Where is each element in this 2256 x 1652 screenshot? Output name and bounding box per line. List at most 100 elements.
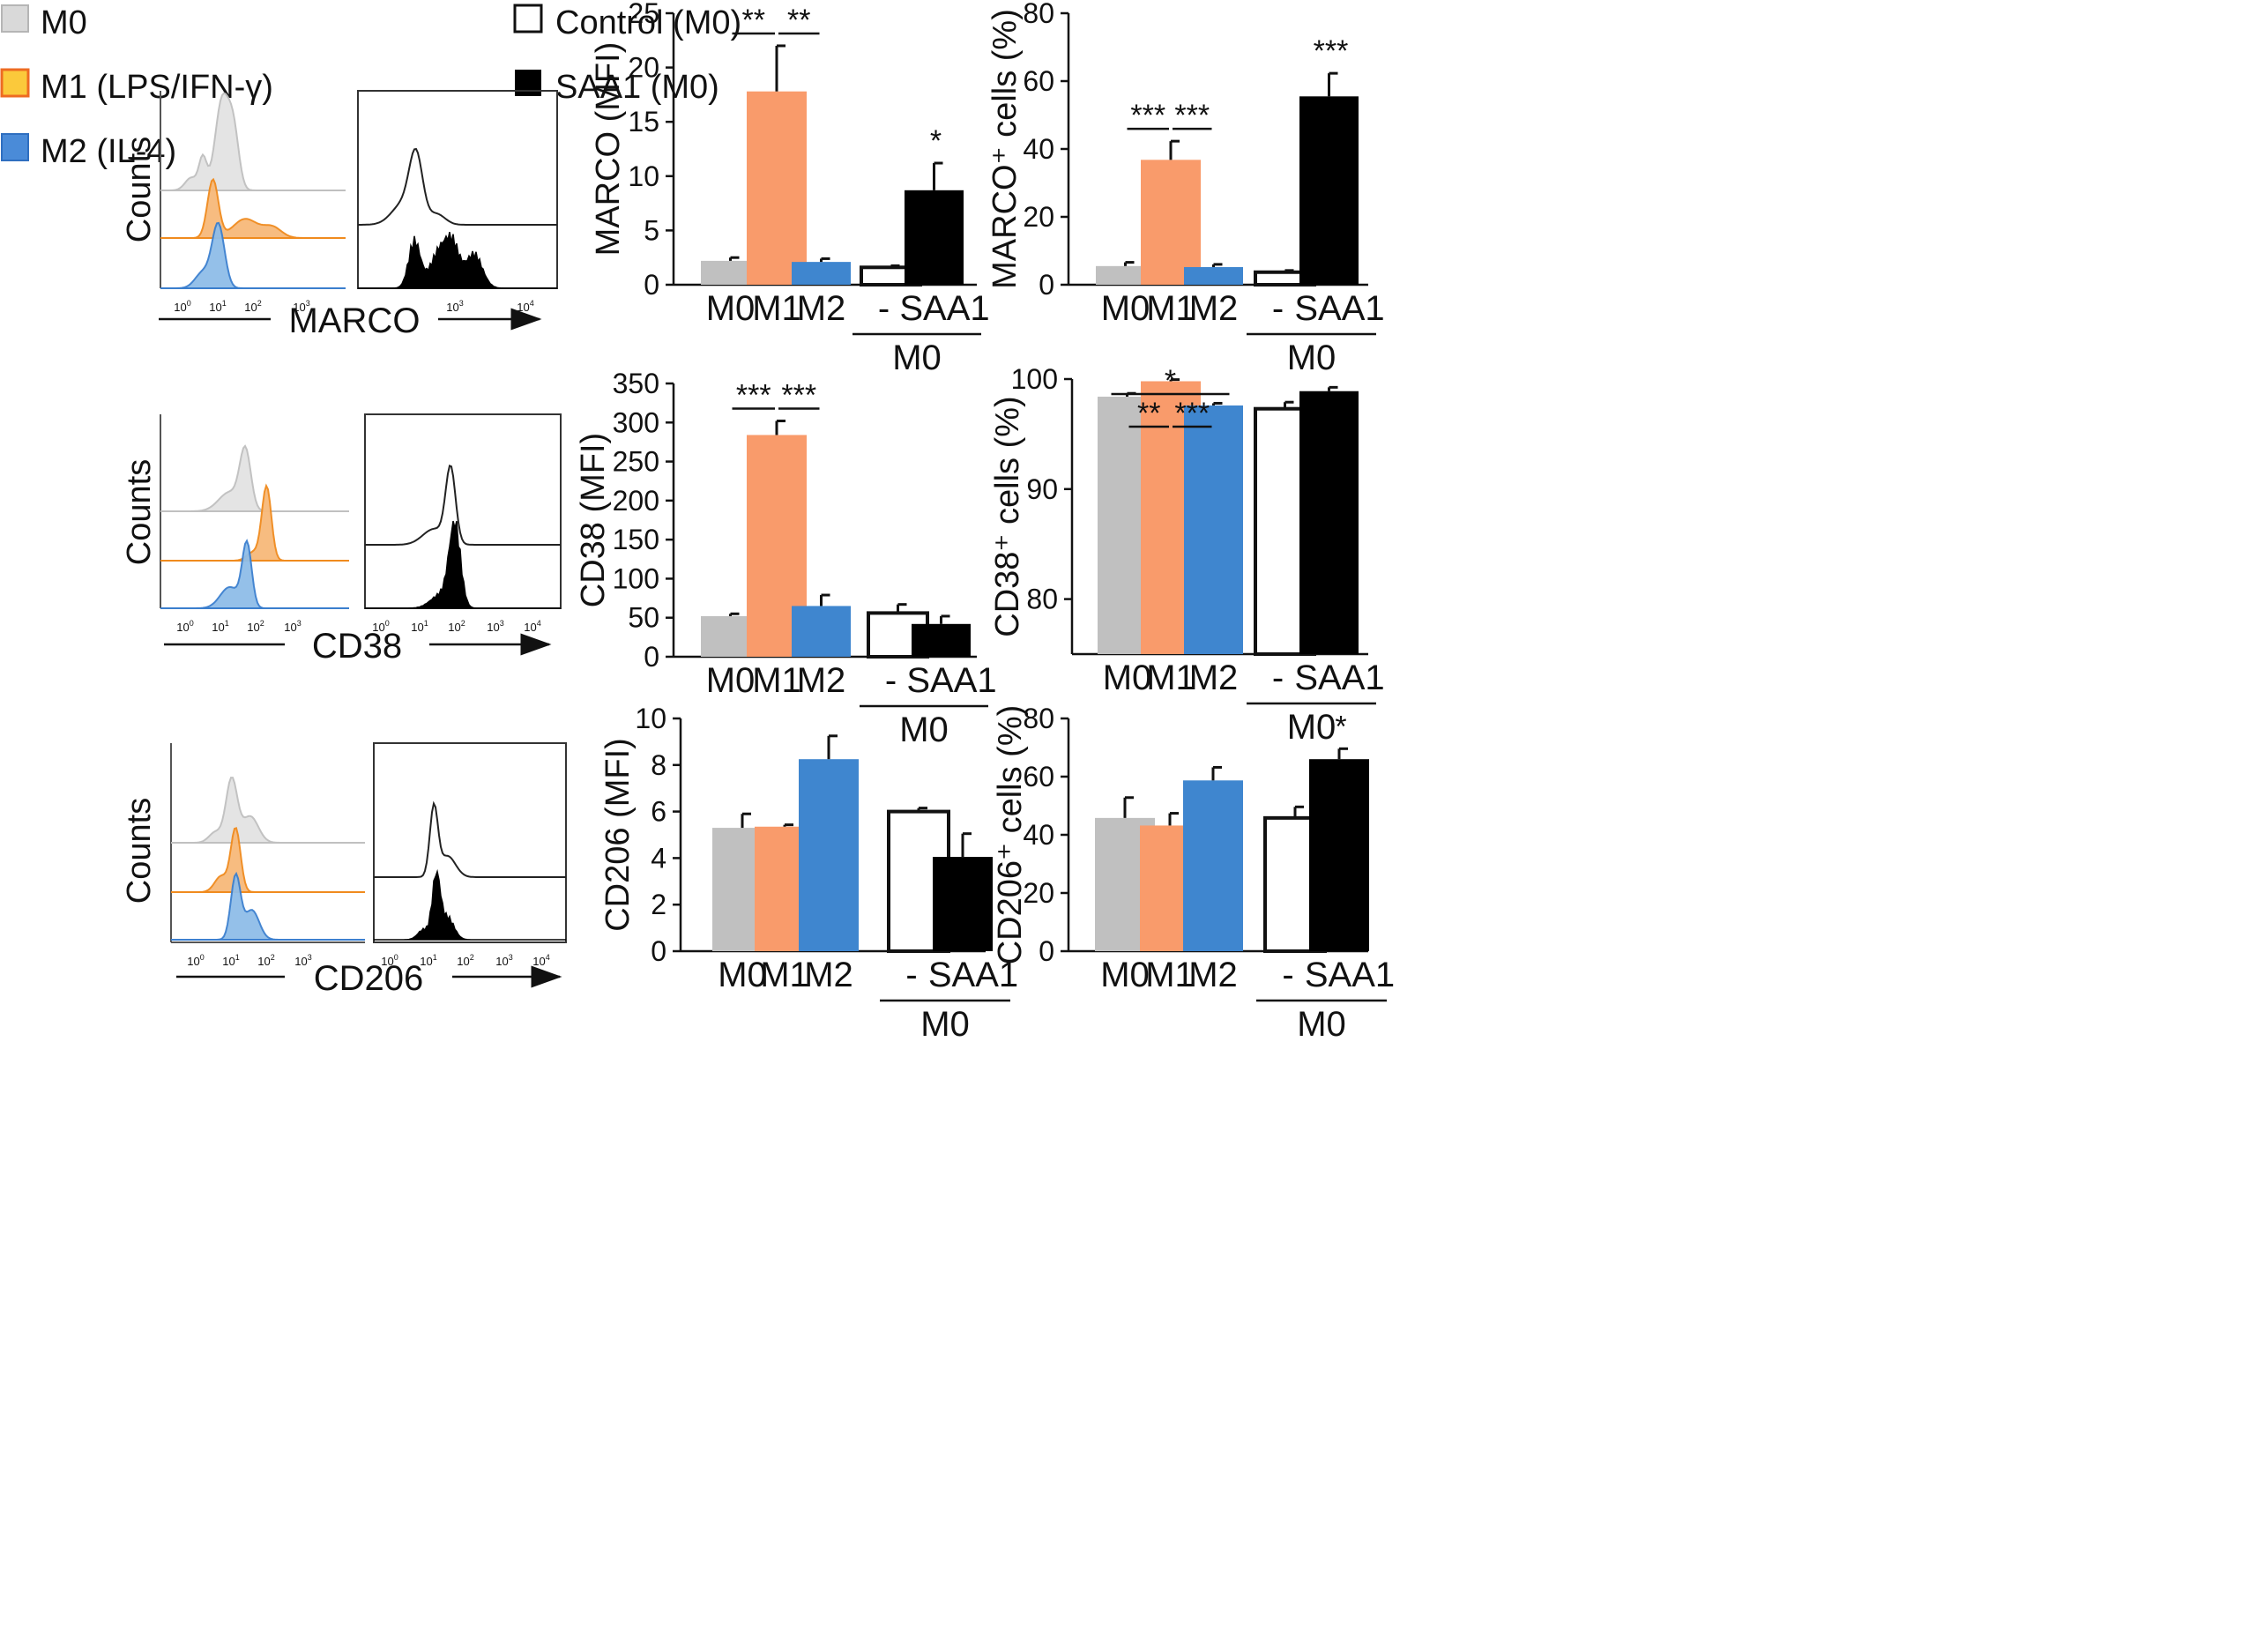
histogram-tick-label: 100 <box>176 619 193 634</box>
histogram-tick-label: 102 <box>244 299 261 314</box>
legend-label-control: Control (M0) <box>555 4 741 41</box>
histogram-curve-control <box>365 465 561 546</box>
histogram-axis-label-cd38: CD38 <box>312 627 402 666</box>
y-tick-label: 350 <box>613 368 659 399</box>
bar-m1 <box>747 91 807 285</box>
bar-saa1 <box>905 190 964 285</box>
histogram-tick-exponent: 0 <box>200 953 205 962</box>
bar-saa1 <box>933 857 993 951</box>
category-label: - <box>885 661 897 700</box>
histogram-tick-exponent: 2 <box>260 619 264 628</box>
group-label: M0 <box>892 339 942 377</box>
histogram-tick-exponent: 4 <box>530 299 534 308</box>
y-tick-label: 200 <box>613 485 659 517</box>
category-label: M2 <box>804 956 853 994</box>
histogram-tick-exponent: 3 <box>459 299 464 308</box>
histogram-tick-exponent: 3 <box>297 619 302 628</box>
category-label: SAA1 <box>928 956 1018 994</box>
legend-swatch-saa1 <box>515 70 541 96</box>
group-label: M0 <box>899 711 949 749</box>
legend-swatch-m2 <box>1 133 29 161</box>
bar-m2 <box>1183 780 1243 951</box>
y-tick-label: 20 <box>1023 877 1054 909</box>
category-label: - <box>905 956 917 994</box>
y-axis-label: MARCO (MFI) <box>590 42 627 257</box>
y-tick-label: 50 <box>628 602 659 634</box>
y-axis-label: CD38 (MFI) <box>575 433 612 607</box>
significance-marker: * <box>930 124 942 158</box>
histogram-tick-exponent: 2 <box>257 299 262 308</box>
y-axis-label: CD206⁺ cells (%) <box>992 705 1029 965</box>
significance-marker: *** <box>781 379 816 413</box>
histogram-tick-label: 100 <box>174 299 190 314</box>
y-tick-label: 10 <box>635 703 666 734</box>
legend-item-control: Control (M0) <box>513 4 741 41</box>
histogram-right-frame <box>373 742 567 943</box>
histogram-curve-m1 <box>160 177 346 239</box>
y-tick-label: 20 <box>628 52 659 84</box>
histogram-curve-m2 <box>160 221 346 289</box>
significance-marker: * <box>1335 710 1346 743</box>
y-tick-label: 5 <box>644 214 659 246</box>
histogram-tick-exponent: 1 <box>433 953 437 962</box>
histogram-tick-exponent: 1 <box>235 953 240 962</box>
bar-m0 <box>1096 265 1155 285</box>
y-tick-label: 40 <box>1023 819 1054 851</box>
histogram-curve-control <box>358 147 557 226</box>
category-label: SAA1 <box>1294 289 1384 328</box>
legend-item-m2: M2 (IL-4) <box>1 133 176 170</box>
histogram-tick-label: 102 <box>448 619 465 634</box>
legend-swatch-m0 <box>1 4 29 33</box>
histogram-tick-exponent: 0 <box>385 619 390 628</box>
histogram-tick-exponent: 3 <box>306 299 310 308</box>
histogram-axis-label-cd206: CD206 <box>314 959 424 998</box>
y-tick-label: 250 <box>613 446 659 478</box>
histogram-tick-label: 102 <box>247 619 264 634</box>
category-label: - <box>1282 956 1293 994</box>
histogram-tick-exponent: 3 <box>500 619 504 628</box>
category-label: M2 <box>1189 659 1239 697</box>
y-tick-label: 0 <box>1039 269 1054 301</box>
legend-item-m0: M0 <box>1 4 87 41</box>
category-label: - <box>1272 289 1284 328</box>
y-tick-label: 60 <box>1023 761 1054 793</box>
histogram-curve-m1 <box>160 483 349 562</box>
bar-saa1 <box>1299 96 1359 285</box>
histogram-tick-label: 103 <box>284 619 301 634</box>
y-tick-label: 100 <box>1011 363 1058 395</box>
histogram-counts-label: Counts <box>121 137 158 242</box>
bar-saa1 <box>1309 759 1369 951</box>
legend-swatch-m1 <box>0 68 30 98</box>
significance-marker: * <box>1165 364 1176 398</box>
category-label: - <box>1272 659 1284 697</box>
y-tick-label: 0 <box>651 935 666 967</box>
y-tick-label: 10 <box>628 160 659 192</box>
histogram-tick-exponent: 2 <box>271 953 275 962</box>
y-tick-label: 80 <box>1023 703 1054 734</box>
y-tick-label: 4 <box>651 842 666 874</box>
histogram-tick-exponent: 4 <box>537 619 541 628</box>
histogram-tick-exponent: 2 <box>470 953 474 962</box>
bar-m2 <box>799 759 859 951</box>
y-tick-label: 80 <box>1026 584 1058 615</box>
significance-marker: ** <box>787 4 810 37</box>
category-label: M2 <box>1188 956 1238 994</box>
histogram-tick-label: 101 <box>209 299 226 314</box>
y-tick-label: 8 <box>651 749 666 781</box>
category-label: M0 <box>706 661 756 700</box>
category-label: M2 <box>797 289 846 328</box>
histogram-tick-label: 101 <box>222 953 239 968</box>
category-label: M0 <box>1101 289 1150 328</box>
y-tick-label: 0 <box>644 641 659 673</box>
legend: M0 M1 (LPS/IFN-γ) M2 (IL-4) Control (M0)… <box>0 4 741 170</box>
histogram-tick-label: 104 <box>517 299 533 314</box>
histogram-tick-exponent: 0 <box>394 953 398 962</box>
y-tick-label: 40 <box>1023 133 1054 165</box>
bar-saa1 <box>912 623 971 657</box>
